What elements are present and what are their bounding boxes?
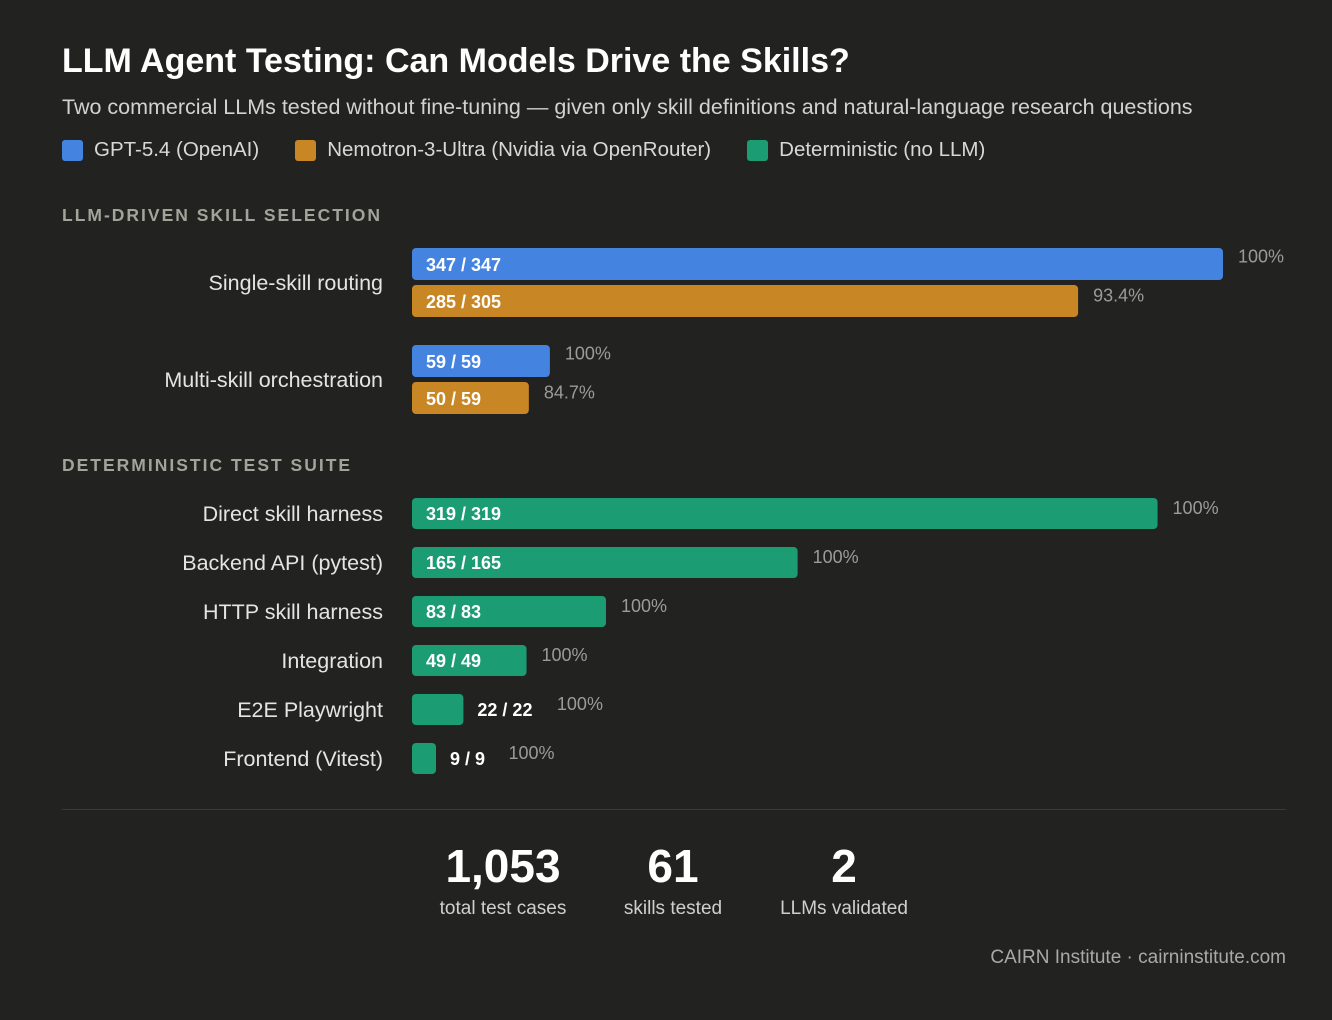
stat-value: 2 bbox=[831, 840, 857, 892]
bar-value-label: 50 / 59 bbox=[426, 389, 481, 409]
category-label: Integration bbox=[281, 649, 383, 673]
bar-percent-label: 100% bbox=[509, 743, 555, 763]
bar-value-label: 347 / 347 bbox=[426, 255, 501, 275]
footer-credit: CAIRN Institute · cairninstitute.com bbox=[990, 947, 1286, 968]
bar-percent-label: 100% bbox=[1173, 498, 1219, 518]
legend-swatch-nemotron bbox=[295, 139, 317, 161]
stat-caption: total test cases bbox=[439, 898, 567, 919]
stat-total-test-cases: 1,053 total test cases bbox=[403, 836, 603, 920]
bar bbox=[412, 645, 527, 676]
section-label-deterministic: DETERMINISTIC TEST SUITE bbox=[62, 455, 353, 475]
bar bbox=[412, 743, 436, 774]
legend-item-nemotron: Nemotron-3-Ultra (Nvidia via OpenRouter) bbox=[295, 138, 711, 162]
bar-value-label: 59 / 59 bbox=[426, 352, 481, 372]
bar-percent-label: 100% bbox=[1238, 247, 1284, 267]
bar-percent-label: 93.4% bbox=[1093, 286, 1144, 306]
bar bbox=[412, 382, 529, 414]
legend-label-gpt: GPT-5.4 (OpenAI) bbox=[94, 138, 260, 161]
bar-value-label: 285 / 305 bbox=[426, 292, 501, 312]
legend-label-deterministic: Deterministic (no LLM) bbox=[779, 138, 986, 161]
category-label: HTTP skill harness bbox=[203, 600, 383, 624]
bar-percent-label: 100% bbox=[621, 596, 667, 616]
legend-swatch-deterministic bbox=[747, 139, 769, 161]
chart-title: LLM Agent Testing: Can Models Drive the … bbox=[62, 42, 850, 80]
bar-percent-label: 100% bbox=[542, 645, 588, 665]
chart-subtitle: Two commercial LLMs tested without fine-… bbox=[62, 95, 1193, 119]
stat-llms-validated: 2 LLMs validated bbox=[744, 836, 944, 920]
stat-caption: LLMs validated bbox=[780, 898, 908, 919]
bar-percent-label: 100% bbox=[813, 547, 859, 567]
bar-chart: Single-skill routing 347 / 347 100% 285 / 3… bbox=[164, 247, 1284, 774]
bar-percent-label: 84.7% bbox=[544, 383, 595, 403]
category-label: Multi-skill orchestration bbox=[164, 368, 383, 392]
category-label: Frontend (Vitest) bbox=[223, 747, 383, 771]
bar-value-label: 165 / 165 bbox=[426, 553, 501, 573]
legend-label-nemotron: Nemotron-3-Ultra (Nvidia via OpenRouter) bbox=[327, 138, 712, 161]
category-label: Backend API (pytest) bbox=[182, 551, 383, 575]
bar-value-label: 49 / 49 bbox=[426, 651, 481, 671]
legend-item-deterministic: Deterministic (no LLM) bbox=[747, 138, 985, 162]
bar bbox=[412, 596, 606, 627]
bar bbox=[412, 694, 464, 725]
bar bbox=[412, 248, 1223, 280]
bar-value-label: 319 / 319 bbox=[426, 504, 501, 524]
bar-percent-label: 100% bbox=[565, 344, 611, 364]
category-label: E2E Playwright bbox=[237, 698, 383, 722]
divider bbox=[62, 809, 1286, 810]
bar bbox=[412, 345, 550, 377]
bar-value-label: 83 / 83 bbox=[426, 602, 481, 622]
legend-swatch-gpt bbox=[62, 139, 83, 161]
section-label-llm: LLM-DRIVEN SKILL SELECTION bbox=[62, 205, 383, 225]
legend: GPT-5.4 (OpenAI) Nemotron-3-Ultra (Nvidi… bbox=[62, 138, 1021, 162]
stat-value: 1,053 bbox=[445, 840, 561, 892]
bar-percent-label: 100% bbox=[557, 694, 603, 714]
stat-skills-tested: 61 skills tested bbox=[573, 836, 773, 920]
bar bbox=[412, 498, 1158, 529]
legend-item-gpt: GPT-5.4 (OpenAI) bbox=[62, 138, 259, 162]
category-label: Single-skill routing bbox=[209, 271, 383, 295]
stat-caption: skills tested bbox=[623, 898, 723, 919]
bar bbox=[412, 547, 798, 578]
bar-value-label: 22 / 22 bbox=[477, 700, 532, 720]
category-label: Direct skill harness bbox=[203, 502, 383, 526]
bar-value-label: 9 / 9 bbox=[450, 749, 485, 769]
stat-value: 61 bbox=[647, 840, 699, 892]
bar bbox=[412, 285, 1079, 317]
